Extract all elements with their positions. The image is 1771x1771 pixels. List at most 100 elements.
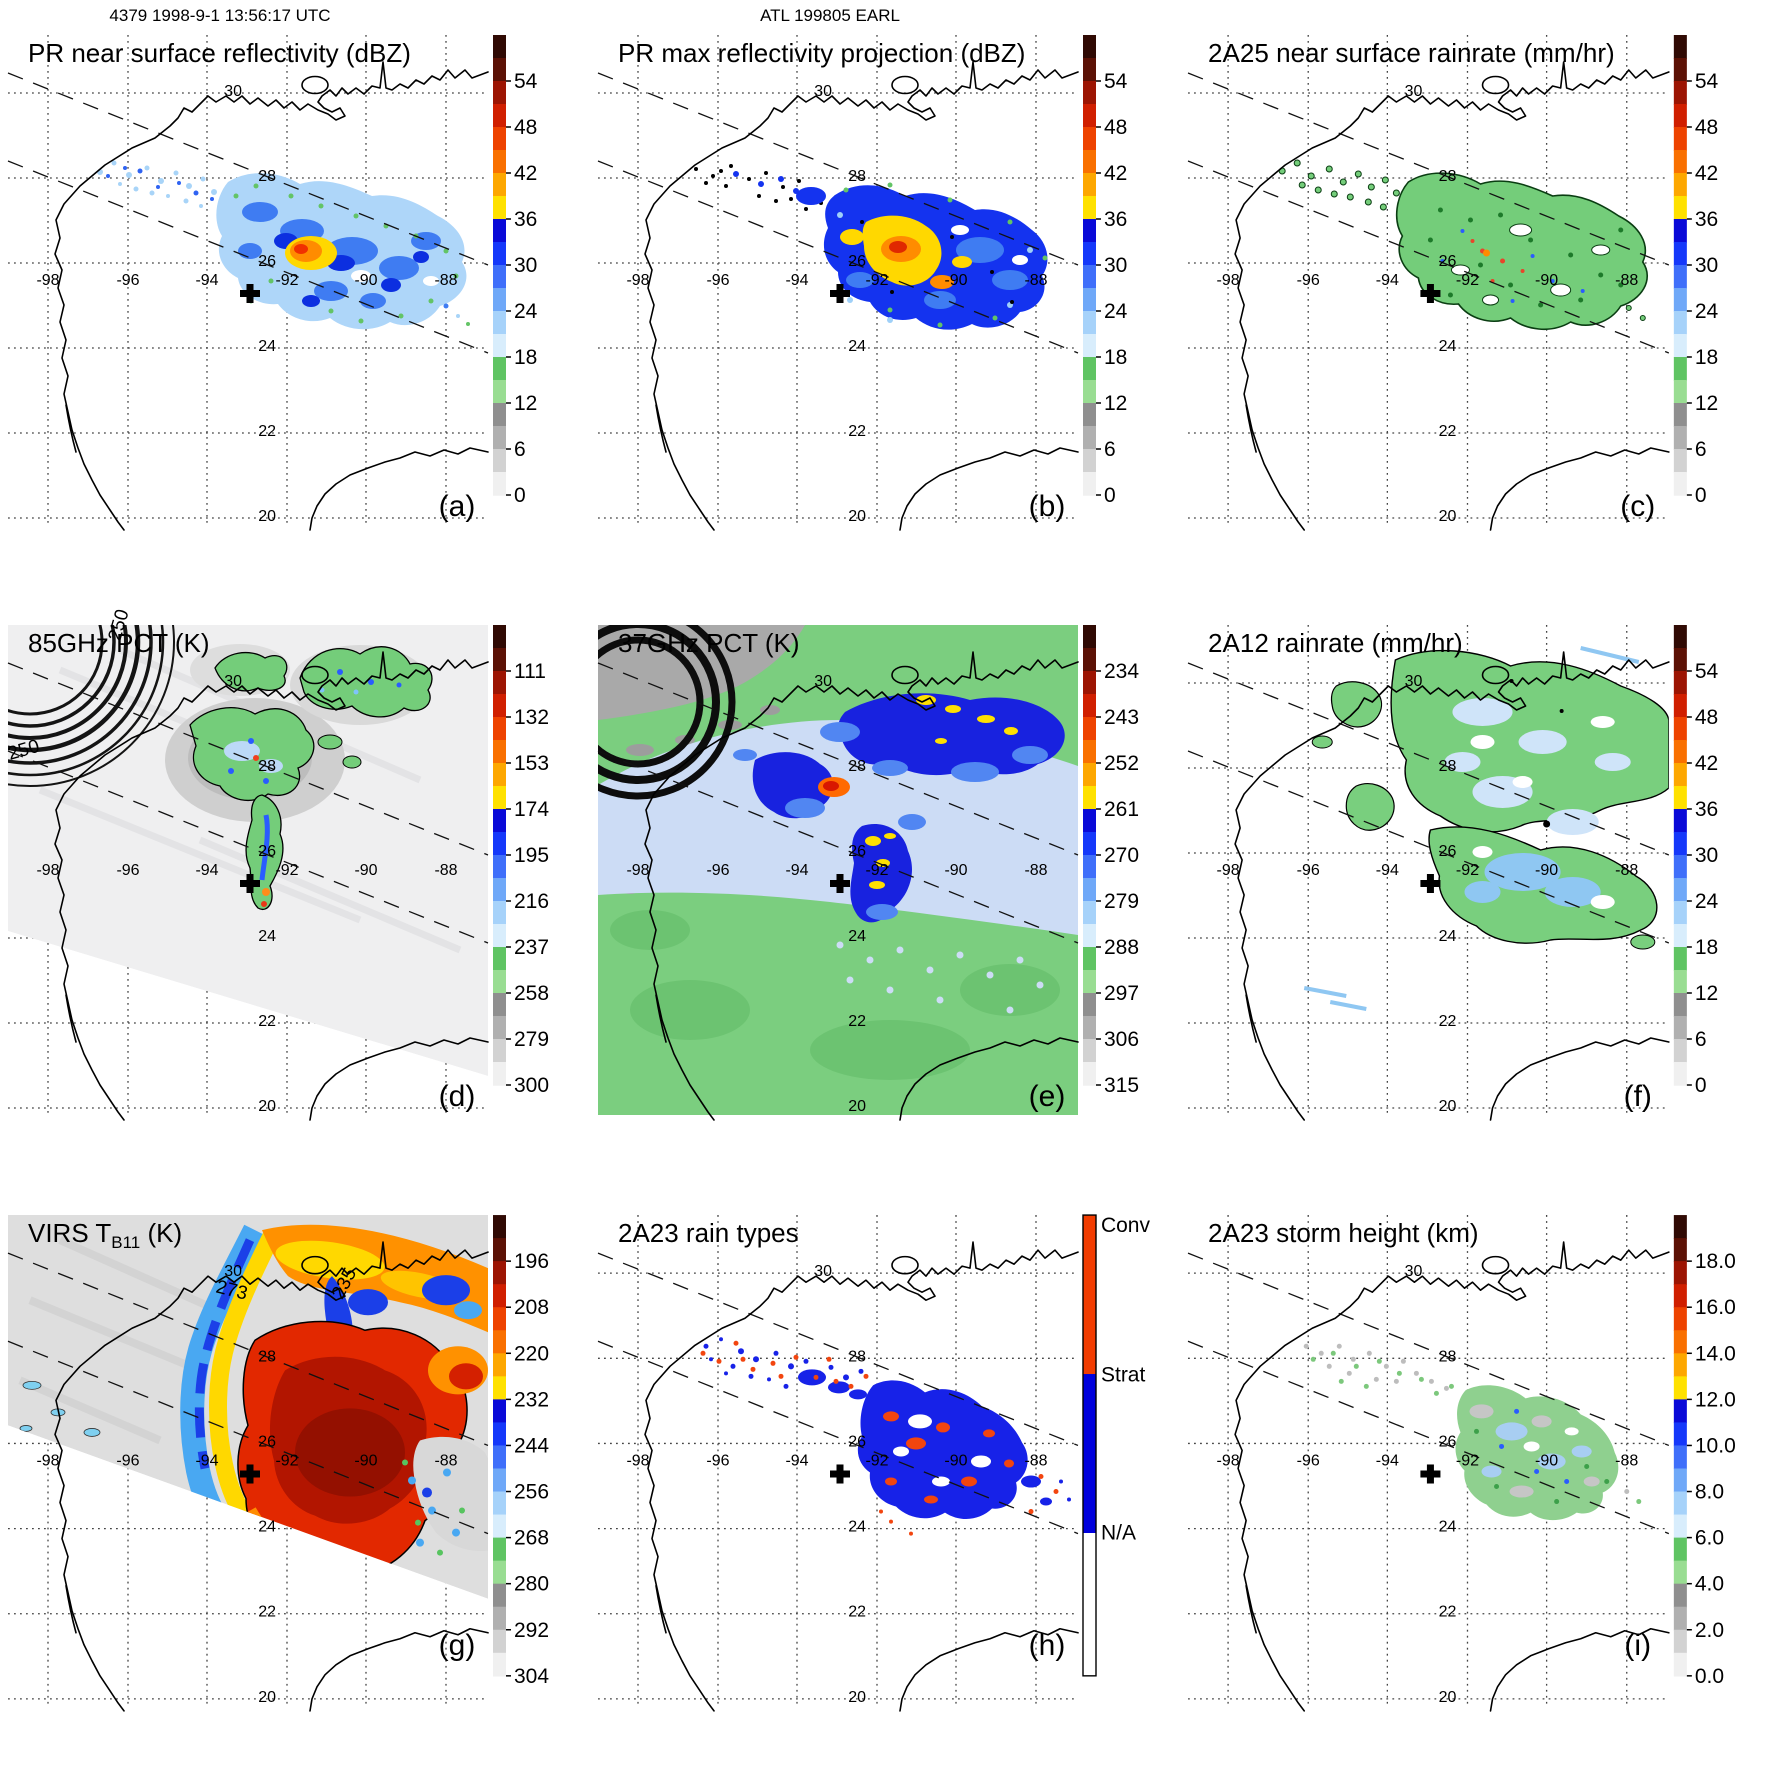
panel-title: 37GHz PCT (K): [618, 628, 800, 658]
svg-text:258: 258: [514, 982, 549, 1005]
panel-letter: (g): [439, 1629, 476, 1662]
svg-text:36: 36: [1695, 208, 1718, 231]
colorbar-tick-labels: 54 48 42 36 30 24 18 12 6 0: [1104, 70, 1128, 507]
panel-letter: (h): [1029, 1629, 1066, 1662]
svg-text:195: 195: [514, 844, 549, 867]
reflectivity-data-swath: [97, 160, 470, 330]
colorbar-tick-labels: 196 208 220 232 244 256 268 280 292 304: [514, 1250, 549, 1688]
panel-2a12-rainrate: 2A12 rainrate (mm/hr) (f) 54 48 42 36 30 24 18…: [1187, 624, 1719, 1121]
svg-text:252: 252: [1104, 752, 1139, 775]
svg-text:270: 270: [1104, 844, 1139, 867]
storm-identifier: ATL 199805 EARL: [760, 6, 900, 25]
svg-text:54: 54: [514, 70, 538, 93]
svg-text:297: 297: [1104, 982, 1139, 1005]
svg-text:N/A: N/A: [1101, 1522, 1136, 1545]
svg-text:18: 18: [514, 346, 537, 369]
panel-letter: (b): [1029, 490, 1066, 523]
svg-text:14.0: 14.0: [1695, 1342, 1736, 1365]
panel-letter: (d): [439, 1080, 476, 1113]
svg-text:279: 279: [1104, 890, 1139, 913]
svg-text:132: 132: [514, 706, 549, 729]
storm-height-data-swath: [1303, 1343, 1642, 1521]
svg-text:304: 304: [514, 1665, 549, 1688]
svg-text:54: 54: [1695, 660, 1719, 683]
svg-text:256: 256: [514, 1481, 549, 1504]
colorbar: [1082, 1214, 1097, 1677]
panel-pr-near-surface-reflectivity: PR near surface reflectivity (dBZ) (a) 5…: [7, 34, 538, 531]
svg-text:48: 48: [1104, 116, 1127, 139]
svg-text:54: 54: [1695, 70, 1719, 93]
panel-2a23-storm-height: 2A23 storm height (km) (i) 18.016.014.01…: [1187, 1214, 1736, 1712]
panel-letter: (i): [1624, 1629, 1651, 1662]
svg-text:48: 48: [1695, 116, 1718, 139]
svg-text:216: 216: [514, 890, 549, 913]
panel-37ghz-pct: 37GHz PCT (K) (e) 2342432522612702792882…: [597, 624, 1139, 1121]
svg-text:12: 12: [1695, 982, 1718, 1005]
colorbar: [1673, 35, 1692, 496]
panel-title: PR max reflectivity projection (dBZ): [618, 38, 1025, 68]
colorbar-tick-labels: 54 48 42 36 30 24 18 12 6 0: [1695, 70, 1719, 507]
svg-text:0: 0: [514, 484, 526, 507]
svg-text:36: 36: [1104, 208, 1127, 231]
panel-title: 2A25 near surface rainrate (mm/hr): [1208, 38, 1615, 68]
rain-type-data-swath: [700, 1337, 1071, 1536]
svg-text:12: 12: [1104, 392, 1127, 415]
panel-2a25-rainrate: 2A25 near surface rainrate (mm/hr) (c) 5…: [1187, 34, 1719, 531]
svg-text:232: 232: [514, 1388, 549, 1411]
panel-title: 2A12 rainrate (mm/hr): [1208, 628, 1463, 658]
svg-text:0: 0: [1695, 484, 1707, 507]
svg-text:42: 42: [1104, 162, 1127, 185]
svg-text:292: 292: [514, 1619, 549, 1642]
svg-text:48: 48: [514, 116, 537, 139]
svg-text:30: 30: [1695, 254, 1718, 277]
tmi-rainrate-data-swath: [1303, 646, 1669, 1011]
svg-text:48: 48: [1695, 706, 1718, 729]
svg-text:6: 6: [514, 438, 526, 461]
svg-text:42: 42: [514, 162, 537, 185]
svg-text:12.0: 12.0: [1695, 1388, 1736, 1411]
svg-text:208: 208: [514, 1296, 549, 1319]
svg-text:243: 243: [1104, 706, 1139, 729]
svg-text:174: 174: [514, 798, 549, 821]
svg-text:24: 24: [1695, 300, 1719, 323]
svg-text:244: 244: [514, 1434, 549, 1457]
colorbar: [1673, 1215, 1692, 1677]
svg-text:234: 234: [1104, 660, 1139, 683]
panel-title: 85GHz PCT (K): [28, 628, 210, 658]
svg-text:10.0: 10.0: [1695, 1434, 1736, 1457]
panel-title: 2A23 rain types: [618, 1218, 799, 1248]
svg-text:16.0: 16.0: [1695, 1296, 1736, 1319]
svg-text:8.0: 8.0: [1695, 1481, 1724, 1504]
svg-text:18: 18: [1695, 936, 1718, 959]
svg-text:24: 24: [1695, 890, 1719, 913]
panel-title: VIRS TB11 (K): [28, 1218, 182, 1252]
svg-text:12: 12: [514, 392, 537, 415]
svg-text:36: 36: [514, 208, 537, 231]
colorbar: [493, 35, 511, 496]
colorbar-tick-labels: Conv Strat N/A: [1101, 1214, 1150, 1545]
panel-letter: (f): [1624, 1080, 1652, 1113]
svg-text:237: 237: [514, 936, 549, 959]
svg-text:18.0: 18.0: [1695, 1250, 1736, 1273]
colorbar-tick-labels: 54 48 42 36 30 24 18 12 6 0: [514, 70, 538, 507]
scan-arc-artifacts: [598, 625, 736, 800]
panel-title: PR near surface reflectivity (dBZ): [28, 38, 411, 68]
svg-text:220: 220: [514, 1342, 549, 1365]
overpass-timestamp: 4379 1998-9-1 13:56:17 UTC: [109, 6, 331, 25]
colorbar-tick-labels: 54 48 42 36 30 24 18 12 6 0: [1695, 660, 1719, 1097]
svg-text:Strat: Strat: [1101, 1363, 1145, 1386]
svg-text:306: 306: [1104, 1028, 1139, 1051]
svg-text:279: 279: [514, 1028, 549, 1051]
colorbar: [1083, 625, 1101, 1086]
svg-text:196: 196: [514, 1250, 549, 1273]
svg-text:12: 12: [1695, 392, 1718, 415]
svg-text:0: 0: [1695, 1074, 1707, 1097]
colorbar: [493, 625, 511, 1086]
svg-text:24: 24: [514, 300, 538, 323]
svg-text:6: 6: [1695, 438, 1707, 461]
svg-text:315: 315: [1104, 1074, 1139, 1097]
svg-text:111: 111: [514, 660, 546, 683]
colorbar-tick-labels: 234 243 252 261 270 279 288 297 306 315: [1104, 660, 1139, 1097]
svg-text:Conv: Conv: [1101, 1214, 1150, 1237]
svg-text:153: 153: [514, 752, 549, 775]
